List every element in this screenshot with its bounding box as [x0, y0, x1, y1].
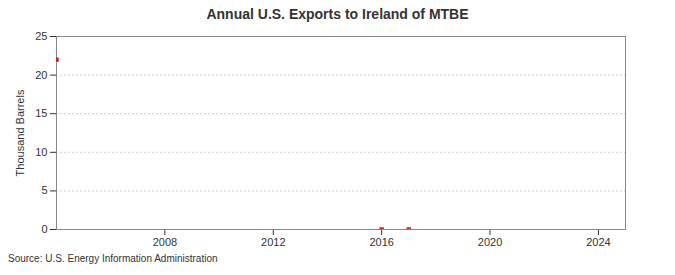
html-text:Source: U.S. Energy Informatio: Source: U.S. Energy Information Administ…: [8, 253, 218, 264]
svg-text:2012: 2012: [261, 236, 285, 248]
svg-text:10: 10: [35, 146, 47, 158]
html-text:Annual U.S. Exports to Ireland: Annual U.S. Exports to Ireland of MTBE: [206, 6, 469, 22]
svg-text:2016: 2016: [369, 236, 393, 248]
svg-text:2008: 2008: [153, 236, 177, 248]
svg-text:15: 15: [35, 107, 47, 119]
svg-text:0: 0: [41, 223, 47, 235]
svg-text:2024: 2024: [586, 236, 610, 248]
svg-text:5: 5: [41, 184, 47, 196]
svg-text:25: 25: [35, 30, 47, 42]
svg-text:Thousand Barrels: Thousand Barrels: [14, 89, 26, 176]
svg-text:2020: 2020: [478, 236, 502, 248]
svg-text:20: 20: [35, 69, 47, 81]
